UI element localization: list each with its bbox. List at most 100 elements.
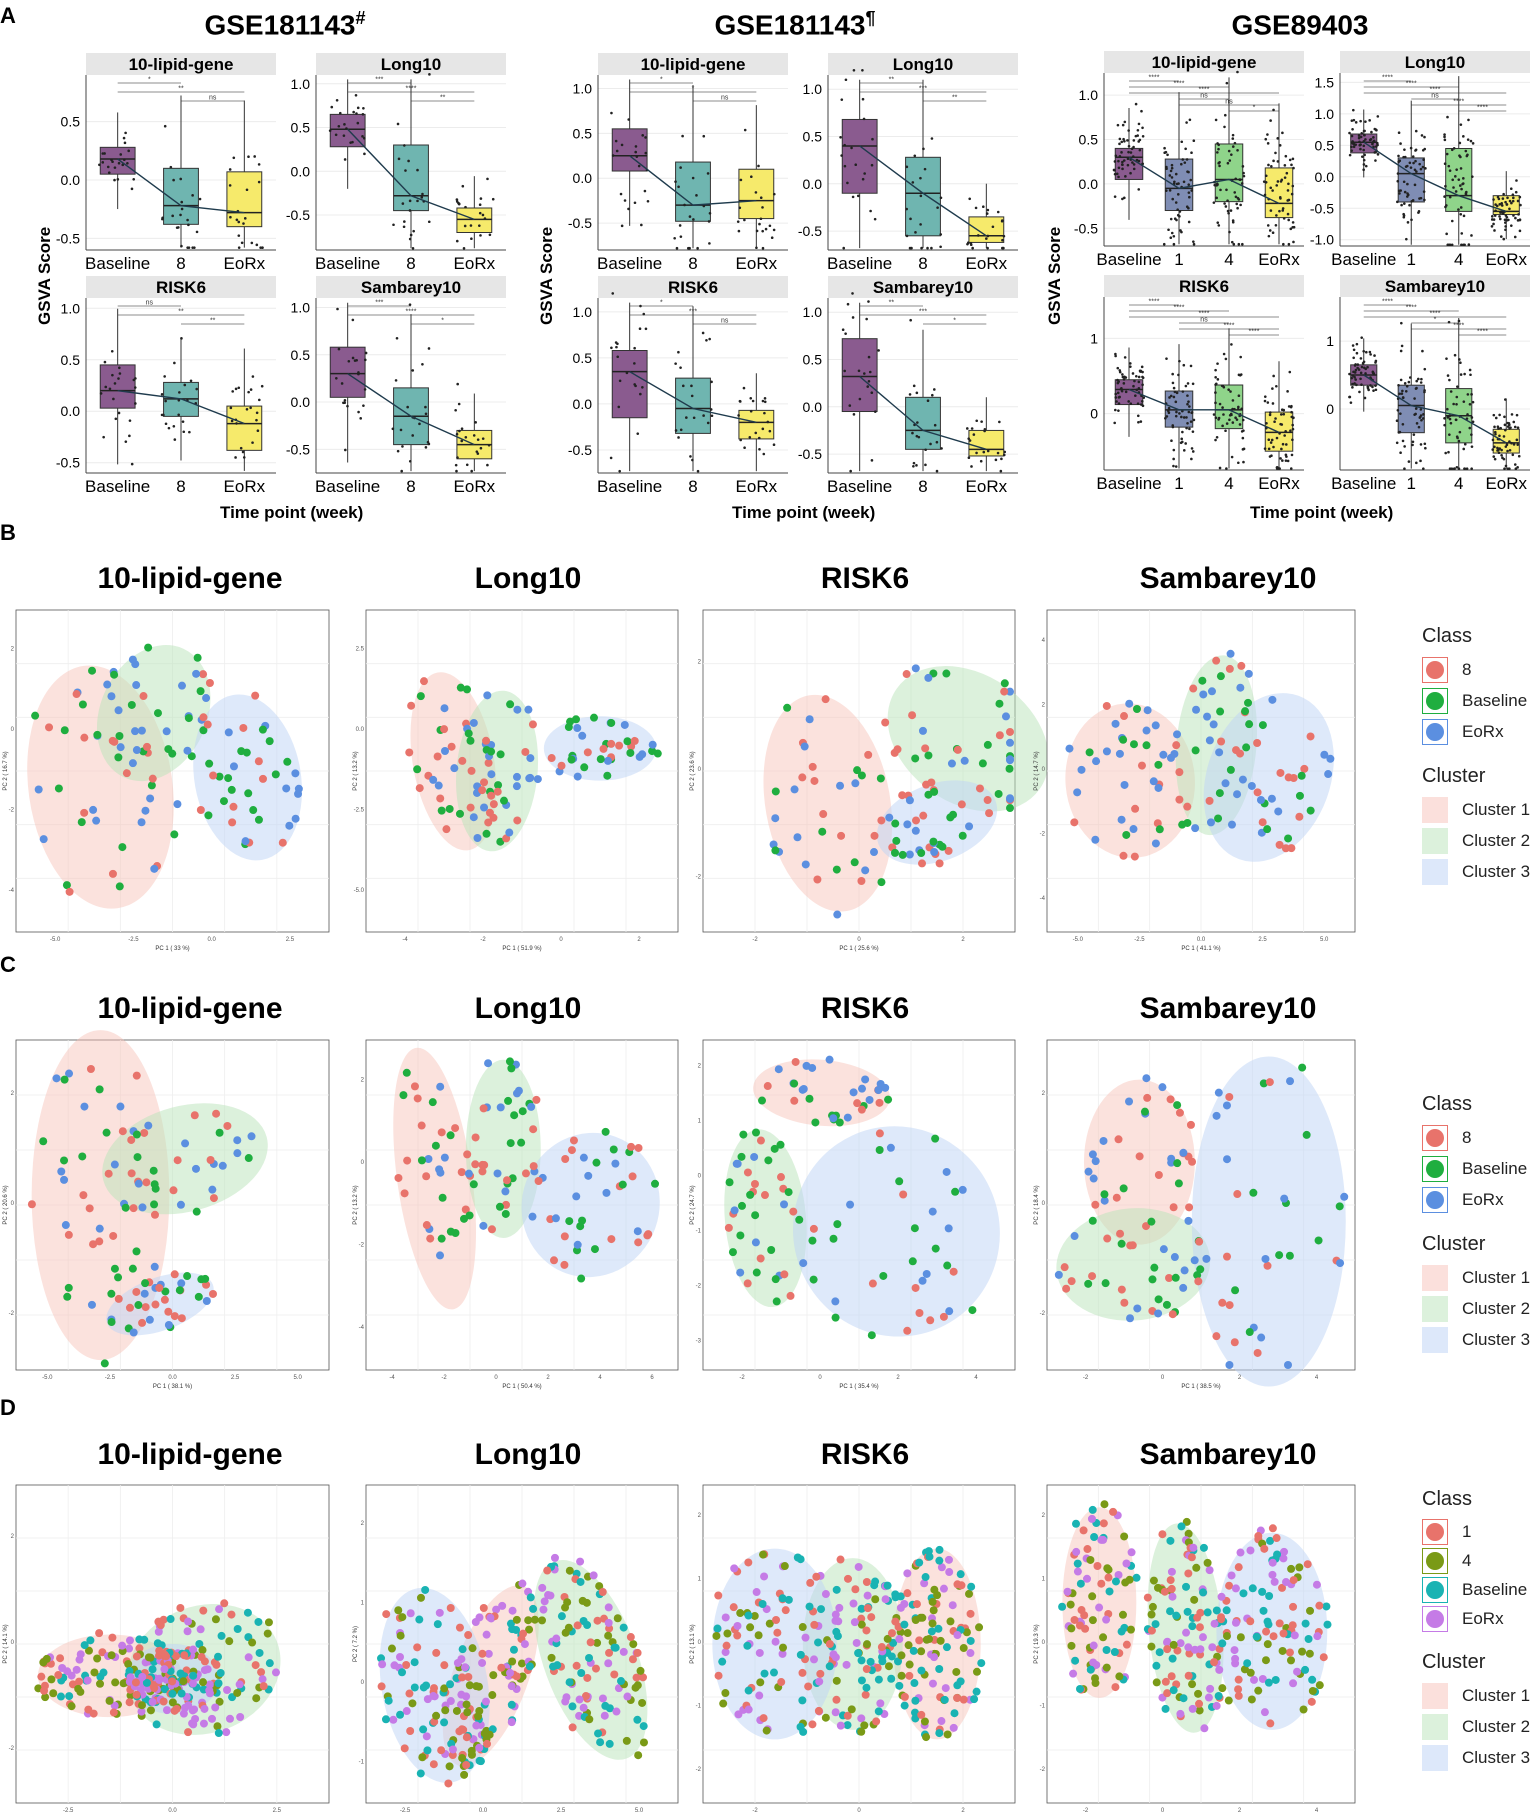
box-4 [1214, 143, 1244, 203]
jitter-point [1214, 391, 1217, 394]
x-tick-label: 4 [1224, 250, 1233, 269]
jitter-point [397, 157, 401, 161]
data-point [648, 747, 657, 756]
y-tick-label: 0 [1042, 767, 1046, 773]
facet-title: Sambarey10 [1385, 277, 1485, 296]
data-point [408, 1699, 417, 1708]
jitter-point [1129, 362, 1132, 365]
data-point [590, 1245, 599, 1254]
jitter-point [690, 394, 694, 398]
jitter-point [177, 413, 180, 417]
data-point [508, 1606, 517, 1615]
y-tick-label: 0 [698, 767, 702, 773]
x-tick-label: 4 [1315, 1808, 1319, 1814]
jitter-point [251, 441, 254, 444]
data-point [109, 667, 118, 676]
data-point [153, 1694, 162, 1703]
data-point [1006, 756, 1014, 765]
data-point [233, 1688, 242, 1697]
jitter-point [863, 372, 866, 375]
data-point [169, 1186, 178, 1195]
data-point [148, 774, 157, 783]
data-point [561, 1628, 570, 1637]
data-point [516, 1674, 525, 1683]
jitter-point [985, 237, 988, 240]
jitter-point [1502, 192, 1505, 196]
data-point [903, 1569, 912, 1578]
jitter-point [1218, 466, 1222, 470]
x-tick-label: 1 [1174, 250, 1183, 269]
data-point [935, 1729, 944, 1738]
jitter-point [178, 391, 181, 394]
data-point [1099, 1519, 1108, 1528]
data-point [870, 1581, 879, 1590]
jitter-point [690, 384, 693, 388]
jitter-point [1450, 219, 1454, 223]
jitter-point [708, 212, 712, 215]
data-point [467, 766, 476, 775]
x-tick-label: EoRx [1258, 250, 1300, 269]
data-point [920, 1730, 929, 1739]
data-point [815, 1707, 824, 1716]
data-point [167, 1648, 176, 1657]
data-point [98, 1648, 107, 1657]
data-point [995, 699, 1004, 708]
cluster-ellipse-1 [1065, 703, 1195, 858]
data-point [469, 1735, 478, 1744]
data-point [550, 1565, 559, 1574]
data-point [124, 1670, 133, 1679]
data-point [146, 1673, 155, 1682]
data-point [1077, 1685, 1086, 1694]
data-point [798, 1085, 807, 1094]
jitter-point [117, 411, 121, 415]
legend-dot [1426, 660, 1444, 679]
jitter-point [1401, 389, 1404, 393]
data-point [154, 1618, 163, 1627]
data-point [806, 1578, 815, 1587]
data-point [465, 1706, 474, 1715]
data-point [1119, 735, 1128, 744]
jitter-point [633, 362, 636, 365]
data-point [942, 669, 951, 678]
data-point [843, 1721, 852, 1730]
data-point [1278, 1583, 1287, 1592]
sig-label: **** [1382, 299, 1393, 306]
data-point [517, 1635, 526, 1644]
jitter-point [1172, 464, 1175, 468]
jitter-point [418, 422, 421, 426]
jitter-point [1464, 149, 1468, 153]
jitter-point [1124, 376, 1128, 379]
data-point [912, 816, 921, 825]
data-point [504, 1096, 513, 1105]
jitter-point [1266, 133, 1269, 136]
data-point [1263, 825, 1272, 834]
jitter-point [456, 382, 459, 386]
jitter-point [1413, 168, 1417, 172]
data-point [395, 1663, 404, 1672]
trend-line [629, 155, 757, 206]
jitter-point [706, 421, 710, 425]
data-point [422, 1221, 431, 1230]
data-point [771, 814, 780, 823]
data-point [188, 1706, 197, 1715]
jitter-point [1213, 183, 1217, 187]
data-point [1295, 791, 1304, 800]
jitter-point [1454, 418, 1458, 422]
data-point [464, 729, 473, 738]
jitter-point [424, 446, 428, 449]
cluster-ellipse-1 [1083, 1079, 1195, 1245]
y-tick-label: 0.0 [61, 403, 81, 419]
jitter-point [673, 236, 676, 240]
data-point [618, 1180, 627, 1189]
data-point [413, 765, 422, 774]
data-point [961, 1624, 970, 1633]
jitter-point [1398, 392, 1401, 396]
data-point [633, 1715, 642, 1724]
jitter-point [1129, 171, 1132, 175]
y-tick-label: 0.0 [573, 396, 593, 412]
data-point [137, 1711, 146, 1720]
data-point [1167, 1584, 1176, 1593]
jitter-point [1241, 436, 1245, 440]
jitter-point [1403, 190, 1407, 194]
data-point [1153, 1583, 1162, 1592]
